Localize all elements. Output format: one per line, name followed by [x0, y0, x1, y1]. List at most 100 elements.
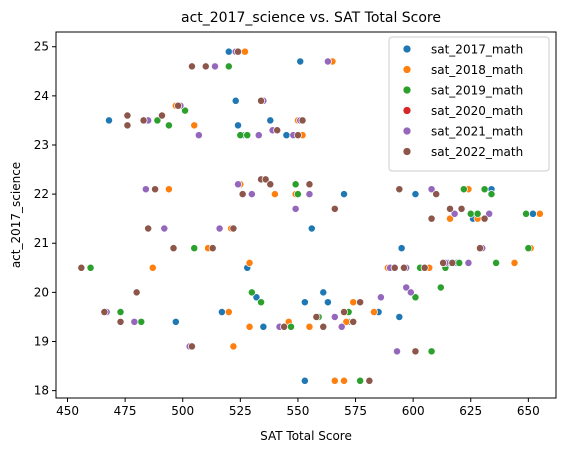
point-sat_2022_math [420, 263, 429, 272]
point-sat_2018_math [245, 322, 254, 331]
point-sat_2021_math [464, 258, 473, 267]
point-sat_2022_math [427, 214, 436, 223]
point-sat_2022_math [187, 62, 196, 71]
y-tick-label: 20 [34, 285, 49, 299]
point-sat_2019_math [436, 283, 445, 292]
point-sat_2017_math [529, 209, 537, 218]
point-sat_2021_math [406, 288, 415, 297]
point-sat_2018_math [535, 209, 544, 218]
legend-label: sat_2020_math [431, 104, 523, 118]
y-axis: 18 19 20 21 22 23 24 25 [34, 40, 56, 398]
point-sat_2022_math [257, 96, 266, 105]
y-tick-label: 19 [34, 335, 49, 349]
point-sat_2019_math [137, 317, 146, 326]
point-sat_2019_math [243, 131, 252, 140]
x-axis-label: SAT Total Score [260, 429, 352, 443]
point-sat_2019_math [487, 190, 496, 199]
point-sat_2019_math [291, 180, 300, 189]
point-sat_2021_math [291, 204, 300, 213]
legend: sat_2017_math sat_2018_math sat_2019_maths… [388, 36, 550, 172]
point-sat_2022_math [312, 312, 321, 321]
point-sat_2021_math [393, 347, 401, 356]
point-sat_2022_math [432, 190, 441, 199]
point-sat_2022_math [201, 62, 210, 71]
point-sat_2019_math [480, 185, 489, 194]
point-sat_2019_math [257, 298, 266, 307]
point-sat_2022_math [411, 347, 420, 356]
point-sat_2019_math [492, 258, 501, 267]
legend-label: sat_2022_math [431, 145, 523, 159]
point-sat_2019_math [153, 116, 162, 125]
point-sat_2022_math [238, 190, 247, 199]
point-sat_2022_math [234, 47, 242, 56]
point-sat_2017_math [224, 47, 233, 56]
point-sat_2022_math [187, 342, 196, 351]
point-sat_2022_math [293, 131, 302, 140]
legend-marker [402, 126, 412, 136]
point-sat_2022_math [330, 204, 339, 213]
point-sat_2017_math [234, 121, 242, 130]
point-sat_2018_math [370, 308, 378, 316]
point-sat_2019_math [116, 308, 125, 316]
x-tick-label: 650 [517, 404, 540, 418]
point-sat_2021_math [450, 209, 459, 218]
point-sat_2022_math [340, 308, 348, 316]
point-sat_2022_math [356, 298, 365, 307]
point-sat_2021_math [234, 180, 242, 189]
x-tick-label: 625 [459, 404, 482, 418]
point-sat_2017_math [105, 116, 113, 125]
point-sat_2022_math [439, 258, 448, 267]
point-sat_2018_math [305, 322, 314, 331]
point-sat_2022_math [480, 214, 489, 223]
point-sat_2021_math [485, 209, 494, 218]
point-sat_2022_math [266, 180, 275, 189]
point-sat_2022_math [273, 126, 282, 135]
point-sat_2017_math [300, 298, 309, 307]
point-sat_2018_math [510, 258, 519, 267]
point-sat_2021_math [160, 224, 169, 233]
point-sat_2017_math [296, 57, 305, 66]
point-sat_2018_math [224, 308, 233, 316]
point-sat_2017_math [319, 288, 328, 297]
point-sat_2022_math [132, 288, 141, 297]
point-sat_2022_math [395, 185, 404, 194]
point-sat_2019_math [86, 263, 95, 272]
y-tick-label: 22 [34, 187, 49, 201]
point-sat_2021_math [130, 317, 139, 326]
point-sat_2017_math [252, 293, 261, 302]
point-sat_2019_math [164, 121, 173, 130]
point-sat_2022_math [280, 322, 289, 331]
point-sat_2018_math [240, 47, 249, 56]
point-sat_2017_math [411, 190, 420, 199]
point-sat_2021_math [305, 190, 314, 199]
point-sat_2019_math [287, 322, 295, 331]
x-axis: 450 475 500 525 550 575 600 625 650 [56, 398, 540, 418]
point-sat_2022_math [229, 224, 238, 233]
legend-marker [402, 44, 412, 54]
x-tick-label: 600 [402, 404, 425, 418]
legend-marker [402, 65, 412, 74]
legend-marker [402, 85, 412, 95]
point-sat_2022_math [399, 263, 408, 272]
point-sat_2022_math [158, 111, 166, 120]
point-sat_2021_math [337, 322, 346, 331]
y-tick-label: 18 [34, 384, 49, 398]
point-sat_2022_math [144, 224, 153, 233]
x-tick-label: 575 [344, 404, 367, 418]
point-sat_2022_math [77, 263, 86, 272]
point-sat_2022_math [174, 101, 183, 110]
point-sat_2022_math [100, 308, 109, 316]
legend-label: sat_2017_math [431, 43, 523, 57]
point-sat_2018_math [190, 121, 199, 130]
point-sat_2018_math [164, 185, 173, 194]
point-sat_2019_math [524, 244, 533, 253]
point-sat_2018_math [245, 258, 254, 267]
point-sat_2019_math [181, 106, 189, 115]
legend-frame [388, 36, 550, 172]
legend-marker [402, 106, 412, 115]
point-sat_2022_math [457, 204, 466, 213]
point-sat_2022_math [298, 116, 307, 125]
point-sat_2022_math [349, 317, 358, 326]
point-sat_2018_math [148, 263, 157, 272]
